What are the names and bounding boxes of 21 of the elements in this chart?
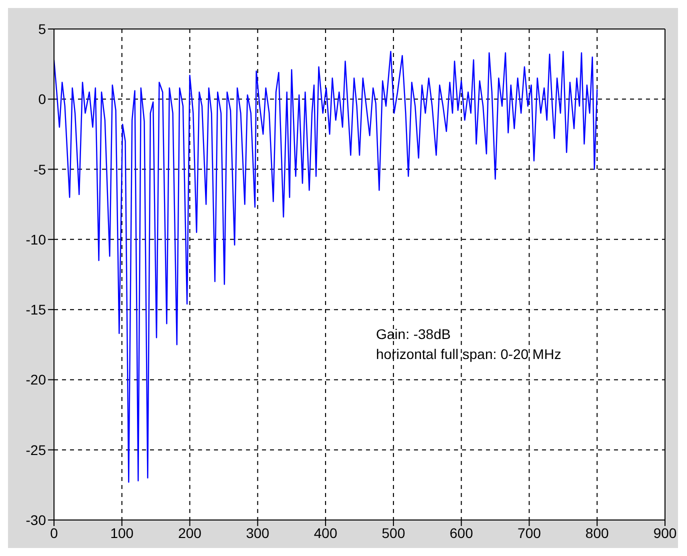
x-tick-label: 100 xyxy=(110,524,134,541)
y-tick-label: -30 xyxy=(26,512,46,528)
x-tick-label: 300 xyxy=(246,524,270,541)
x-tick-label: 0 xyxy=(50,524,58,541)
x-tick-label: 200 xyxy=(178,524,202,541)
line-series xyxy=(54,50,598,483)
x-tick-label: 700 xyxy=(518,524,542,541)
y-tick-label: -20 xyxy=(26,372,46,388)
x-tick-label: 500 xyxy=(382,524,406,541)
y-tick-label: 0 xyxy=(38,91,46,108)
annotation: horizontal full span: 0-20 MHz xyxy=(376,346,562,362)
y-tick-label: -15 xyxy=(26,302,46,318)
x-tick-label: 800 xyxy=(585,524,610,541)
y-tick-label: -10 xyxy=(26,231,46,248)
y-tick-label: 5 xyxy=(38,20,46,37)
y-tick-label: -25 xyxy=(26,442,46,458)
annotation: Gain: -38dB xyxy=(376,326,451,342)
x-tick-label: 900 xyxy=(653,524,677,541)
x-tick-label: 600 xyxy=(450,524,474,541)
y-tick-label: -5 xyxy=(34,161,46,178)
x-tick-label: 400 xyxy=(314,524,338,541)
